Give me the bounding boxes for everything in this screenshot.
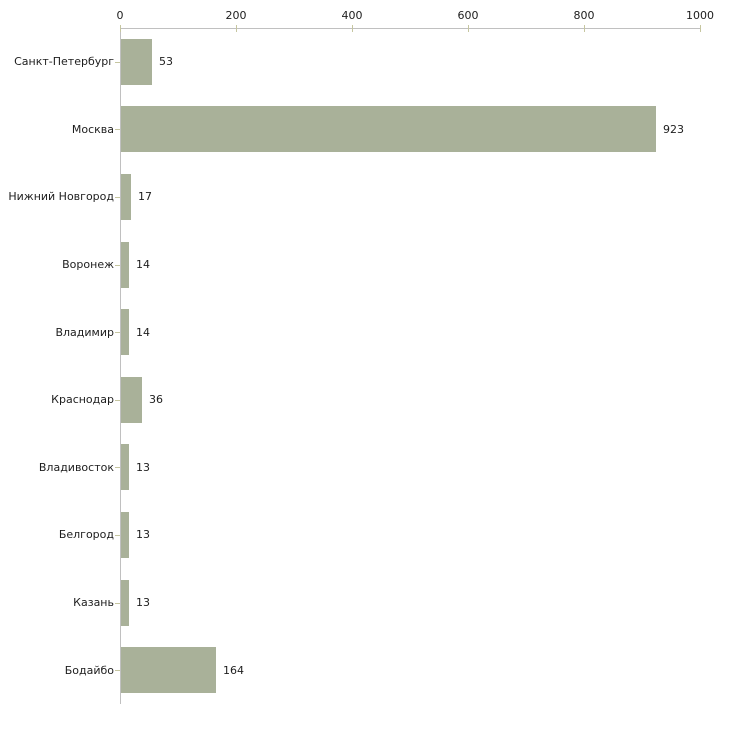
category-label: Воронеж <box>62 258 114 272</box>
bar <box>121 309 129 356</box>
value-label: 13 <box>136 596 150 610</box>
bar <box>121 376 142 423</box>
value-label: 164 <box>223 663 244 677</box>
y-axis-tick <box>115 535 120 536</box>
value-label: 13 <box>136 460 150 474</box>
value-label: 14 <box>136 325 150 339</box>
category-label: Москва <box>71 122 114 136</box>
value-label: 13 <box>136 528 150 542</box>
bar <box>121 512 129 558</box>
bar <box>121 579 129 626</box>
category-label: Нижний Новгород <box>8 190 114 204</box>
x-axis-tick-label: 0 <box>116 9 124 22</box>
x-axis-tick <box>700 25 701 32</box>
y-axis-tick <box>115 399 120 401</box>
x-axis-tick <box>236 25 237 32</box>
y-axis-line <box>120 28 121 704</box>
bar <box>121 174 131 220</box>
bar <box>121 38 152 85</box>
category-label: Санкт-Петербург <box>14 55 114 69</box>
value-label: 36 <box>149 393 163 407</box>
y-axis-tick <box>115 61 120 63</box>
y-axis-tick <box>115 670 120 672</box>
x-axis-tick-label: 400 <box>341 9 363 22</box>
category-label: Казань <box>73 596 114 610</box>
bar <box>121 647 216 694</box>
y-axis-tick <box>115 467 120 469</box>
x-axis-tick-label: 600 <box>457 9 479 22</box>
category-label: Владивосток <box>38 460 114 474</box>
x-axis-tick <box>352 25 353 32</box>
x-axis-tick-label: 200 <box>225 9 247 22</box>
category-label: Бодайбо <box>64 663 114 677</box>
x-axis-tick-label: 1000 <box>686 9 714 22</box>
value-label: 14 <box>136 258 150 272</box>
y-axis-tick <box>115 197 120 198</box>
y-axis-tick <box>115 129 120 131</box>
y-axis-tick <box>115 332 120 334</box>
x-axis-tick-label: 800 <box>573 9 595 22</box>
value-label: 923 <box>663 122 684 136</box>
category-label: Краснодар <box>51 393 114 407</box>
value-label: 53 <box>159 55 173 69</box>
x-axis-tick <box>584 25 585 32</box>
y-axis-tick <box>115 602 120 604</box>
category-label: Белгород <box>58 528 114 542</box>
x-axis-tick <box>468 25 469 32</box>
bar <box>121 444 129 491</box>
value-label: 17 <box>138 190 152 204</box>
y-axis-tick <box>115 264 120 266</box>
bar <box>121 106 656 153</box>
bar <box>121 241 129 288</box>
x-axis-tick <box>120 25 121 32</box>
x-axis-line <box>120 28 701 29</box>
category-label: Владимир <box>55 325 114 339</box>
